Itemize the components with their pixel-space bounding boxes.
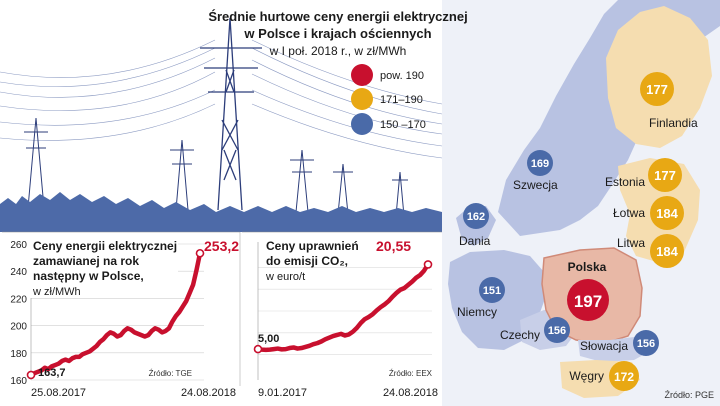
co2-line xyxy=(255,262,431,353)
country-value-polska: 197 xyxy=(574,292,602,311)
co2-title-line-2: do emisji CO₂, xyxy=(266,254,348,268)
energy-y-tick-label: 160 xyxy=(10,376,27,387)
country-bubble-litwa xyxy=(650,234,684,268)
country-bubble-niemcy xyxy=(479,277,505,303)
co2-price-panel: Ceny uprawnień do emisji CO₂, w euro/t 2… xyxy=(242,231,442,399)
header: Średnie hurtowe ceny energii elektryczne… xyxy=(208,9,467,58)
energy-title-line-2: zamawianej na rok xyxy=(33,254,139,268)
co2-start-label: 5,00 xyxy=(258,333,279,345)
energy-title-bg xyxy=(28,236,178,298)
country-value-slowacja: 156 xyxy=(637,338,655,350)
map-source: Źródło: PGE xyxy=(664,390,714,400)
country-bubble-szwecja xyxy=(527,150,553,176)
energy-title-line-3: następny w Polsce, xyxy=(33,269,144,283)
co2-x-start-label: 9.01.2017 xyxy=(258,387,307,399)
country-name-lotwa: Łotwa xyxy=(613,206,645,220)
energy-end-label: 253,2 xyxy=(204,238,239,254)
energy-y-tick-label: 220 xyxy=(10,294,27,305)
country-bubble-slowacja xyxy=(633,330,659,356)
energy-x-end-label: 24.08.2018 xyxy=(181,387,236,399)
country-value-estonia: 177 xyxy=(654,168,676,183)
tree-line xyxy=(0,192,442,232)
country-value-litwa: 184 xyxy=(656,244,678,259)
country-value-wegry: 172 xyxy=(614,370,634,384)
energy-y-ticks: 160 180 200 220 240 260 xyxy=(10,240,27,387)
country-name-polska: Polska xyxy=(568,260,607,274)
energy-y-tick-label: 260 xyxy=(10,240,27,251)
country-name-dania: Dania xyxy=(459,234,491,248)
energy-start-point xyxy=(26,370,36,380)
country-bubble-czechy xyxy=(544,317,570,343)
country-bubble-dania xyxy=(463,203,489,229)
energy-unit: w zł/MWh xyxy=(32,286,81,298)
energy-source: Źródło: TGE xyxy=(149,369,192,378)
energy-x-start-label: 25.08.2017 xyxy=(31,387,86,399)
country-bubble-polska xyxy=(567,279,609,321)
country-value-lotwa: 184 xyxy=(656,206,678,221)
legend-swatch-mid xyxy=(351,88,373,110)
energy-series xyxy=(26,248,205,380)
country-name-finlandia: Finlandia xyxy=(649,116,698,130)
energy-y-tick-label: 240 xyxy=(10,267,27,278)
co2-series xyxy=(253,260,433,354)
country-name-niemcy: Niemcy xyxy=(457,305,497,319)
country-name-szwecja: Szwecja xyxy=(513,178,558,192)
co2-panel-bg xyxy=(242,232,442,384)
country-bubble-estonia xyxy=(648,158,682,192)
country-value-czechy: 156 xyxy=(548,325,566,337)
title-line-1: Średnie hurtowe ceny energii elektryczne… xyxy=(208,9,467,24)
energy-y-tick-label: 180 xyxy=(10,349,27,360)
co2-end-label: 20,55 xyxy=(376,238,411,254)
co2-end-point xyxy=(423,260,433,269)
country-value-szwecja: 169 xyxy=(531,158,549,170)
legend-label-high: pow. 190 xyxy=(380,70,424,82)
country-name-estonia: Estonia xyxy=(605,175,645,189)
legend-label-mid: 171–190 xyxy=(380,94,423,106)
energy-y-tick-label: 200 xyxy=(10,322,27,333)
legend-swatch-high xyxy=(351,64,373,86)
co2-start-point xyxy=(253,344,263,354)
energy-title-line-1: Ceny energii elektrycznej xyxy=(33,239,177,253)
country-bubble-wegry xyxy=(609,361,639,391)
country-name-wegry: Węgry xyxy=(569,369,604,383)
co2-unit: w euro/t xyxy=(265,271,305,283)
subtitle: w I poł. 2018 r., w zł/MWh xyxy=(269,44,407,58)
energy-line xyxy=(28,250,203,378)
country-value-dania: 162 xyxy=(467,211,485,223)
co2-source: Źródło: EEX xyxy=(389,369,433,378)
country-name-czechy: Czechy xyxy=(500,328,540,342)
legend-label-low: 150 –170 xyxy=(380,119,426,131)
country-bubble-lotwa xyxy=(650,196,684,230)
legend: pow. 190 171–190 150 –170 xyxy=(351,64,426,135)
energy-end-point xyxy=(195,248,205,258)
legend-swatch-low xyxy=(351,113,373,135)
country-bubble-finlandia xyxy=(640,72,674,106)
country-value-finlandia: 177 xyxy=(646,82,668,97)
powerline-illustration xyxy=(0,17,443,232)
co2-x-end-label: 24.08.2018 xyxy=(383,387,438,399)
title-line-2: w Polsce i krajach ościennych xyxy=(243,26,431,41)
co2-title-line-1: Ceny uprawnień xyxy=(266,239,359,253)
energy-start-label: 163,7 xyxy=(38,367,66,379)
country-value-niemcy: 151 xyxy=(483,285,501,297)
country-name-slowacja: Słowacja xyxy=(580,339,628,353)
energy-price-panel: 160 180 200 220 240 260 Ceny energii elektryc… xyxy=(2,231,241,399)
country-markers: 177 Finlandia 169 Szwecja 177 Estonia 18… xyxy=(457,72,714,400)
country-name-litwa: Litwa xyxy=(617,236,645,250)
